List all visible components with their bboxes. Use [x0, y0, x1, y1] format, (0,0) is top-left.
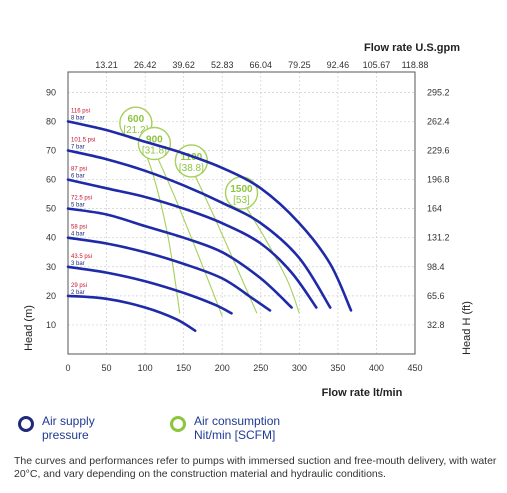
bottom-axis-title: Flow rate lt/min: [322, 387, 403, 399]
green-ring-icon: [170, 416, 186, 432]
curve-label-psi: 87 psi: [71, 167, 87, 173]
pressure-curves: [66, 120, 353, 332]
blue-ring-icon: [18, 416, 34, 432]
air-consumption-scfm: [38.8]: [179, 163, 204, 174]
legend-air: Air consumption Nit/min [SCFM]: [170, 414, 314, 442]
curve-label-psi: 43.5 psi: [71, 254, 92, 260]
air-consumption-scfm: [31.8]: [142, 145, 167, 156]
legend-air-line2: Nit/min [SCFM]: [194, 428, 276, 442]
pressure-curve-5-bar: [66, 207, 293, 309]
legend-pressure-line2: pressure: [42, 428, 89, 442]
pressure-curve-4-bar: [66, 236, 272, 312]
footnote: The curves and performances refer to pum…: [14, 455, 497, 480]
curve-label-bar: 2 bar: [71, 290, 85, 296]
curve-label-bar: 7 bar: [71, 144, 85, 150]
bottom-tick-label: 450: [407, 363, 422, 373]
left-tick-label: 90: [46, 87, 56, 97]
curve-label-psi: 29 psi: [71, 283, 87, 289]
left-tick-label: 30: [46, 262, 56, 272]
curve-label-psi: 116 psi: [71, 108, 90, 114]
left-tick-label: 50: [46, 204, 56, 214]
top-tick-label: 26.42: [134, 60, 157, 70]
right-tick-label: 131.2: [427, 233, 450, 243]
pressure-curve-7-bar: [66, 149, 332, 309]
bottom-tick-label: 400: [369, 363, 384, 373]
air-consumption-curves: 600[21.2]900[31.8]1100[38.8]1500[53]: [119, 106, 300, 317]
top-tick-label: 52.83: [211, 60, 234, 70]
air-consumption-value: 600: [128, 114, 145, 125]
legend-pressure: Air supply pressure: [18, 414, 142, 442]
left-tick-label: 10: [46, 320, 56, 330]
right-tick-label: 65.6: [427, 291, 445, 301]
top-tick-label: 105.67: [363, 60, 391, 70]
curve-label-bar: 5 bar: [71, 203, 85, 209]
left-tick-label: 80: [46, 116, 56, 126]
right-axis-ticks: 32.8 65.6 98.4 131.2 164 196.8 229.6 262.4 295.2: [427, 87, 450, 330]
right-tick-label: 229.6: [427, 145, 450, 155]
right-tick-label: 196.8: [427, 175, 450, 185]
pressure-curve-6-bar: [66, 178, 318, 309]
air-consumption-value: 1500: [230, 184, 253, 195]
left-axis-title: Head (m): [23, 305, 35, 351]
curve-label-psi: 101.5 psi: [71, 137, 95, 143]
grid: [68, 72, 415, 354]
bottom-tick-label: 250: [253, 363, 268, 373]
legend-air-line1: Air consumption: [194, 414, 281, 428]
plot-frame: [67, 71, 416, 355]
air-consumption-scfm: [53]: [233, 195, 250, 206]
top-tick-label: 39.62: [172, 60, 195, 70]
curve-label-psi: 58 psi: [71, 225, 87, 231]
bottom-tick-label: 300: [292, 363, 307, 373]
right-axis-title: Head H (ft): [461, 301, 473, 355]
left-tick-label: 40: [46, 233, 56, 243]
curve-label-bar: 6 bar: [71, 174, 85, 180]
pressure-curve-3-bar: [66, 265, 233, 315]
left-axis-ticks: 10 20 30 40 50 60 70 80 90: [46, 87, 56, 330]
curve-label-bar: 3 bar: [71, 261, 85, 267]
curve-label-bar: 8 bar: [71, 115, 85, 121]
right-tick-label: 164: [427, 204, 442, 214]
legend-pressure-line1: Air supply: [42, 414, 95, 428]
left-tick-label: 70: [46, 145, 56, 155]
performance-chart: Flow rate U.S.gpm 13.21 26.42 39.62 52.83 66…: [23, 42, 473, 399]
bottom-tick-label: 0: [65, 363, 70, 373]
top-tick-label: 92.46: [327, 60, 350, 70]
bottom-tick-label: 350: [330, 363, 345, 373]
bottom-tick-label: 50: [102, 363, 112, 373]
right-tick-label: 98.4: [427, 262, 445, 272]
curve-label-bar: 4 bar: [71, 232, 85, 238]
top-tick-label: 118.88: [402, 60, 429, 70]
air-consumption-scfm: [21.2]: [123, 125, 148, 136]
bottom-tick-label: 100: [138, 363, 153, 373]
top-tick-label: 79.25: [288, 60, 311, 70]
right-tick-label: 262.4: [427, 116, 450, 126]
bottom-tick-label: 200: [215, 363, 230, 373]
air-consumption-curve-900: [153, 150, 223, 317]
right-tick-label: 32.8: [427, 320, 445, 330]
top-tick-label: 13.21: [95, 60, 118, 70]
top-tick-label: 66.04: [250, 60, 273, 70]
left-tick-label: 60: [46, 175, 56, 185]
top-axis-title: Flow rate U.S.gpm: [364, 42, 460, 54]
bottom-axis-ticks: 0 50 100 150 200 250 300 350 400 450: [65, 363, 422, 373]
bottom-tick-label: 150: [176, 363, 191, 373]
air-consumption-value: 900: [146, 134, 163, 145]
pressure-curve-2-bar: [66, 294, 197, 332]
top-axis-ticks: 13.21 26.42 39.62 52.83 66.04 79.25 92.46 105.6…: [95, 60, 428, 70]
pressure-curve-8-bar: [66, 120, 353, 312]
curve-label-psi: 72.5 psi: [71, 196, 92, 202]
left-tick-label: 20: [46, 291, 56, 301]
air-consumption-curve-1100: [190, 167, 258, 314]
right-tick-label: 295.2: [427, 87, 450, 97]
